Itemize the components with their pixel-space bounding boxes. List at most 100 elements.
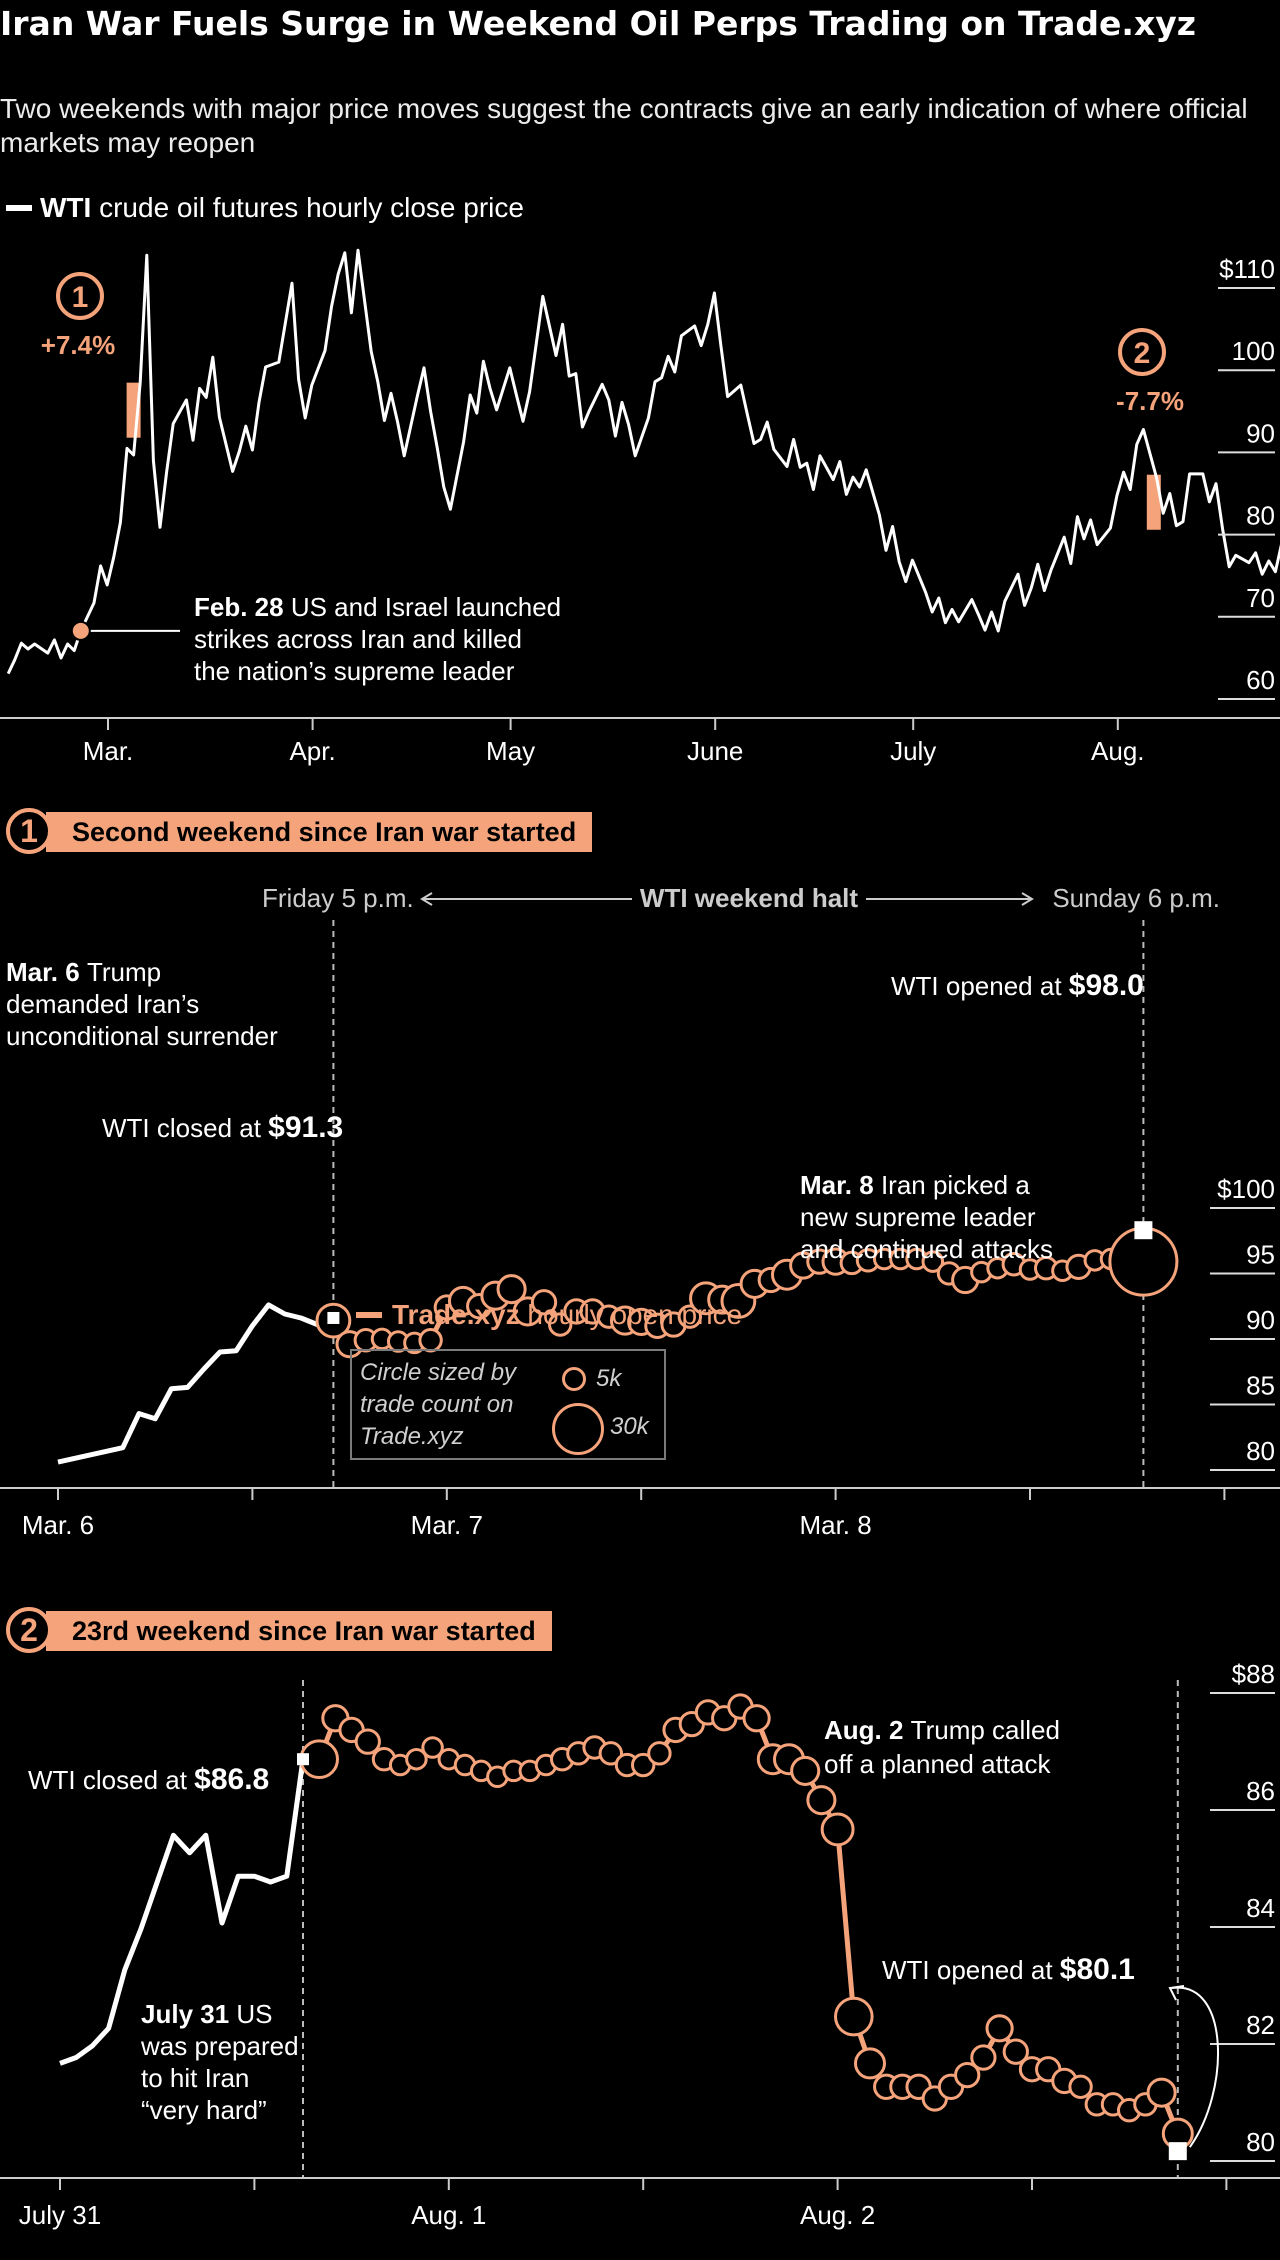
tradexyz-point (921, 1250, 945, 1273)
tradexyz-point (790, 1755, 821, 1786)
tradexyz-point (598, 1741, 623, 1766)
y-tick-label: 90 (1246, 418, 1275, 448)
mar6-note-line: demanded Iran’s (6, 989, 199, 1019)
small-circle-swatch (562, 1367, 586, 1391)
tradexyz-legend-text: hourly open price (527, 1299, 743, 1330)
wti-opened-value: $98.0 (1069, 969, 1144, 1002)
feb28-annotation-line: strikes across Iran and killed (194, 624, 522, 654)
tradexyz-point (742, 1704, 771, 1733)
tradexyz-point (418, 1328, 443, 1353)
wti-close-line (57, 1302, 335, 1465)
y-tick-label: 80 (1246, 1436, 1275, 1466)
weekend-2-chart: July 31 Aug. 1 Aug. 2 $88 86 84 82 80 Aug. 2 T… (0, 1659, 1280, 2230)
size-legend-line: Circle sized by (360, 1359, 517, 1386)
feb28-dot (70, 620, 91, 641)
tradexyz-point (1002, 2038, 1029, 2065)
aug2-note-bold: Aug. 2 (824, 1715, 911, 1745)
feb28-annotation-line: the nation’s supreme leader (194, 656, 515, 686)
x-tick-label: Mar. 7 (411, 1510, 483, 1540)
marker-change-1: +7.4% (41, 330, 115, 360)
section-2-title: 23rd weekend since Iran war started (46, 1611, 552, 1651)
section-1-number: 1 (6, 808, 52, 854)
tradexyz-legend: Trade.xyz hourly open price (356, 1299, 742, 1331)
y-tick-label: $100 (1217, 1174, 1275, 1204)
y-tick-label: $88 (1232, 1659, 1275, 1689)
tradexyz-point (1068, 2074, 1093, 2099)
circle-size-legend-label: Circle sized by trade count on Trade.xyz (360, 1357, 560, 1453)
section-2-number: 2 (6, 1607, 52, 1653)
y-tick-label: 80 (1246, 2127, 1275, 2157)
y-tick-label: 90 (1246, 1305, 1275, 1335)
wti-close-marker (297, 1753, 309, 1766)
tradexyz-point (496, 1274, 527, 1305)
y-tick-label: 100 (1232, 336, 1275, 366)
tradexyz-point (647, 1741, 672, 1766)
mar6-note-line: Mar. 6 Trump (6, 957, 161, 987)
x-tick-label: Aug. (1091, 736, 1145, 766)
marker-circle-1 (56, 272, 104, 320)
tradexyz-point (954, 2061, 981, 2089)
wti-closed-value: $86.8 (194, 1763, 269, 1796)
x-tick-label: Aug. 1 (411, 2200, 486, 2230)
chart-subtitle: Two weekends with major price moves sugg… (0, 93, 1248, 158)
halt-arrowhead-left (420, 892, 433, 906)
mar8-note-line: and continued attacks (800, 1234, 1053, 1264)
open-arrowhead (1168, 1985, 1185, 2001)
wti-opened-value: $80.1 (1060, 1953, 1135, 1986)
y-tick-label: $110 (1219, 254, 1275, 284)
tradexyz-point (354, 1728, 381, 1755)
tradexyz-point (854, 2047, 886, 2080)
x-tick-label: Aug. 2 (800, 2200, 875, 2230)
halt-right-label: Sunday 6 p.m. (1052, 883, 1220, 913)
marker-circle-2 (1118, 328, 1166, 376)
feb28-annotation-bold: Feb. 28 (194, 592, 291, 622)
section-1-title: Second weekend since Iran war started (45, 812, 593, 852)
wti-legend-bold: WTI (40, 192, 92, 223)
mar8-note: Mar. 8 Iran picked a new supreme leader an… (800, 1170, 1053, 1264)
y-tick-label: 95 (1246, 1240, 1275, 1270)
x-tick-label: July 31 (19, 2200, 101, 2230)
wti-close-line (59, 1758, 306, 2066)
mar8-note-line: Mar. 8 Iran picked a (800, 1170, 1030, 1200)
y-tick-label: 84 (1246, 1893, 1275, 1923)
mar6-note-line: unconditional surrender (6, 1021, 278, 1051)
wti-opened-label: WTI opened at $80.1 (882, 1953, 1135, 1986)
aug2-note-line: off a planned attack (824, 1749, 1051, 1779)
tradexyz-point (421, 1736, 444, 1759)
jul31-note-line: July 31 US (141, 1999, 273, 2029)
x-tick-label: July (890, 736, 936, 766)
open-arrow (1171, 1986, 1219, 2148)
large-circle-swatch (552, 1403, 604, 1455)
wti-open-marker (1134, 1221, 1153, 1240)
x-tick-label: Mar. 6 (22, 1510, 94, 1540)
y-tick-label: 86 (1246, 1776, 1275, 1806)
jul31-note: July 31 US was prepared to hit Iran “very h… (140, 1999, 299, 2125)
x-tick-label: May (486, 736, 535, 766)
tradexyz-point (548, 1312, 573, 1337)
mar6-note: Mar. 6 Trump demanded Iran’s unconditional… (6, 957, 278, 1051)
weekend-1-chart: Mar. 6 Mar. 7 Mar. 8 $100 95 90 85 80 Friday 5… (0, 883, 1280, 1540)
mar8-note-line: new supreme leader (800, 1202, 1036, 1232)
x-tick-label: Apr. (289, 736, 335, 766)
tradexyz-point (806, 1785, 837, 1816)
main-legend: WTI crude oil futures hourly close price (6, 190, 524, 226)
jul31-note-line: “very hard” (141, 2095, 267, 2125)
wti-opened-label: WTI opened at $98.0 (891, 969, 1144, 1002)
tradexyz-legend-swatch (356, 1311, 382, 1318)
circle-size-legend: Circle sized by trade count on Trade.xyz… (350, 1349, 666, 1460)
small-circle-label: 5k (596, 1365, 622, 1392)
aug2-note: Aug. 2 Trump called off a planned attack (824, 1715, 1060, 1779)
wti-closed-label: WTI closed at $91.3 (102, 1111, 343, 1144)
x-tick-label: Mar. (83, 736, 134, 766)
jul31-note-line: to hit Iran (141, 2063, 249, 2093)
halt-center-label: WTI weekend halt (640, 883, 858, 913)
wti-closed-label: WTI closed at $86.8 (28, 1763, 269, 1796)
y-tick-label: 80 (1246, 501, 1275, 531)
feb28-annotation: Feb. 28 US and Israel launched strikes ac… (194, 592, 561, 686)
y-tick-label: 82 (1246, 2010, 1275, 2040)
jul31-note-bold: July 31 (141, 1999, 236, 2029)
y-tick-label: 70 (1246, 583, 1275, 613)
jul31-note-line: was prepared (140, 2031, 299, 2061)
tradexyz-point (530, 1289, 558, 1316)
size-legend-line: trade count on (360, 1391, 514, 1418)
